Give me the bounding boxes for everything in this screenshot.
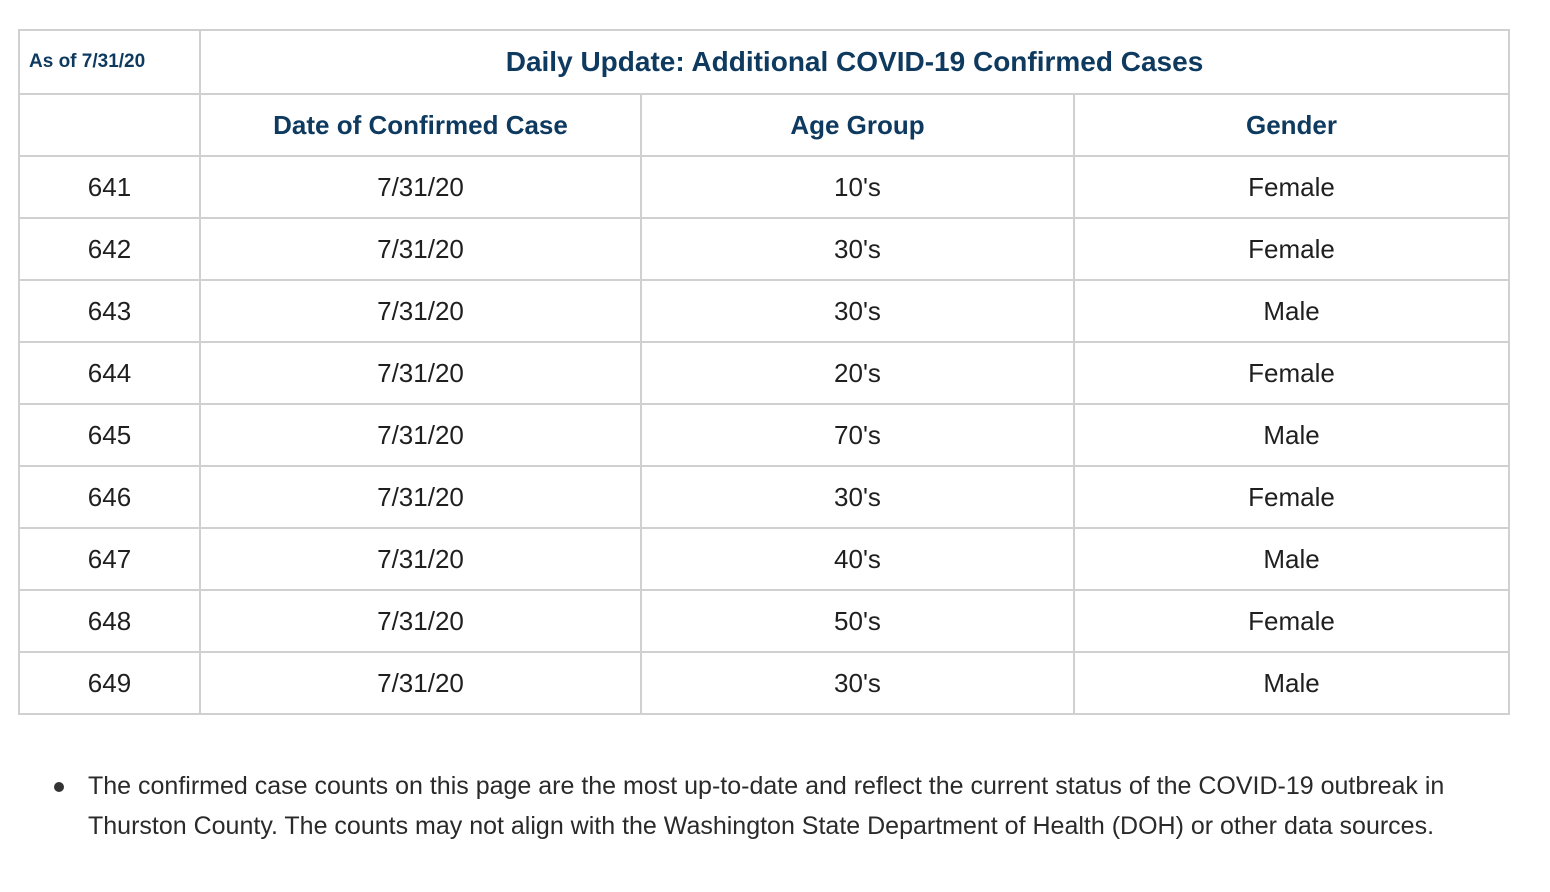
case-number-cell: 647: [18, 527, 201, 591]
gender-cell: Female: [1072, 589, 1511, 653]
table-row: 642 7/31/20 30's Female: [18, 217, 1511, 281]
gender-cell: Female: [1072, 465, 1511, 529]
column-header-case-number: [18, 93, 201, 157]
age-group-cell: 30's: [640, 217, 1075, 281]
date-cell: 7/31/20: [199, 465, 642, 529]
gender-cell: Female: [1072, 341, 1511, 405]
date-cell: 7/31/20: [199, 651, 642, 715]
note-text: The confirmed case counts on this page a…: [88, 772, 1445, 840]
date-cell: 7/31/20: [199, 527, 642, 591]
table-row: 649 7/31/20 30's Male: [18, 651, 1511, 715]
bullet-icon: [54, 782, 64, 792]
cases-table-container: As of 7/31/20 Daily Update: Additional C…: [18, 29, 1511, 715]
case-number-cell: 645: [18, 403, 201, 467]
column-header-age-group: Age Group: [640, 93, 1075, 157]
gender-cell: Female: [1072, 155, 1511, 219]
date-cell: 7/31/20: [199, 341, 642, 405]
date-cell: 7/31/20: [199, 155, 642, 219]
as-of-date: As of 7/31/20: [18, 29, 201, 95]
table-row: 645 7/31/20 70's Male: [18, 403, 1511, 467]
age-group-cell: 30's: [640, 651, 1075, 715]
gender-cell: Male: [1072, 403, 1511, 467]
table-row: 641 7/31/20 10's Female: [18, 155, 1511, 219]
notes-list: The confirmed case counts on this page a…: [50, 766, 1520, 846]
age-group-cell: 50's: [640, 589, 1075, 653]
table-row: 648 7/31/20 50's Female: [18, 589, 1511, 653]
table-row: 647 7/31/20 40's Male: [18, 527, 1511, 591]
case-number-cell: 648: [18, 589, 201, 653]
age-group-cell: 20's: [640, 341, 1075, 405]
date-cell: 7/31/20: [199, 279, 642, 343]
table-title: Daily Update: Additional COVID-19 Confir…: [198, 29, 1511, 95]
date-cell: 7/31/20: [199, 589, 642, 653]
case-number-cell: 641: [18, 155, 201, 219]
age-group-cell: 70's: [640, 403, 1075, 467]
column-header-date: Date of Confirmed Case: [199, 93, 642, 157]
case-number-cell: 646: [18, 465, 201, 529]
case-number-cell: 643: [18, 279, 201, 343]
date-cell: 7/31/20: [199, 403, 642, 467]
gender-cell: Female: [1072, 217, 1511, 281]
column-header-row: Date of Confirmed Case Age Group Gender: [18, 93, 1511, 157]
table-row: 646 7/31/20 30's Female: [18, 465, 1511, 529]
age-group-cell: 10's: [640, 155, 1075, 219]
table-row: 644 7/31/20 20's Female: [18, 341, 1511, 405]
date-cell: 7/31/20: [199, 217, 642, 281]
list-item: The confirmed case counts on this page a…: [50, 766, 1520, 846]
age-group-cell: 30's: [640, 465, 1075, 529]
case-number-cell: 644: [18, 341, 201, 405]
confirmed-cases-table: As of 7/31/20 Daily Update: Additional C…: [18, 29, 1511, 715]
case-number-cell: 642: [18, 217, 201, 281]
table-row: 643 7/31/20 30's Male: [18, 279, 1511, 343]
case-number-cell: 649: [18, 651, 201, 715]
age-group-cell: 40's: [640, 527, 1075, 591]
gender-cell: Male: [1072, 651, 1511, 715]
age-group-cell: 30's: [640, 279, 1075, 343]
column-header-gender: Gender: [1072, 93, 1511, 157]
gender-cell: Male: [1072, 279, 1511, 343]
table-title-row: As of 7/31/20 Daily Update: Additional C…: [18, 29, 1511, 95]
gender-cell: Male: [1072, 527, 1511, 591]
